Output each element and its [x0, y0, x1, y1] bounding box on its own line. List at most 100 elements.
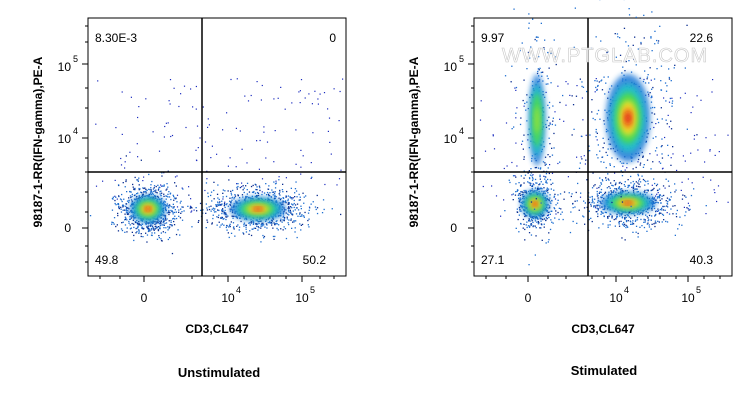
event-dot: [639, 162, 642, 164]
event-dot: [588, 218, 590, 221]
event-dot: [591, 195, 593, 198]
event-dot: [665, 119, 667, 121]
event-dot: [139, 188, 141, 190]
event-dot: [650, 219, 652, 221]
event-dot: [159, 226, 161, 228]
event-dot: [288, 209, 290, 211]
event-dot: [704, 161, 706, 163]
event-dot: [157, 184, 159, 186]
event-dot: [117, 184, 120, 186]
event-dot: [709, 150, 711, 152]
event-dot: [164, 216, 166, 218]
event-dot: [132, 186, 134, 188]
event-dot: [241, 194, 244, 196]
event-dot: [537, 167, 540, 169]
event-dot: [181, 211, 183, 213]
event-dot: [656, 189, 659, 192]
event-dot: [579, 78, 581, 80]
event-dot: [549, 156, 551, 158]
event-dot: [537, 218, 539, 220]
event-dot: [544, 162, 546, 164]
event-dot: [205, 212, 207, 214]
event-dot: [230, 192, 232, 194]
event-dot: [288, 223, 290, 226]
event-dot: [133, 198, 136, 200]
event-dot: [258, 185, 261, 187]
event-dot: [120, 199, 123, 201]
event-dot: [522, 99, 524, 102]
event-dot: [219, 217, 222, 219]
event-dot: [514, 175, 516, 177]
event-dot: [541, 188, 543, 190]
event-dot: [128, 197, 130, 199]
event-dot: [166, 212, 168, 214]
event-dot: [520, 184, 522, 186]
event-dot: [222, 189, 224, 191]
event-dot: [145, 223, 147, 226]
event-dot: [234, 235, 236, 237]
event-dot: [644, 82, 647, 84]
event-dot: [519, 199, 521, 201]
event-dot: [599, 118, 601, 120]
event-dot: [611, 217, 613, 219]
event-dot: [133, 188, 135, 190]
event-dot: [137, 229, 140, 231]
event-dot: [542, 161, 545, 163]
event-dot: [138, 106, 140, 108]
event-dot: [243, 233, 245, 235]
event-dot: [227, 232, 229, 234]
event-dot: [598, 192, 600, 194]
event-dot: [588, 210, 590, 212]
event-dot: [221, 217, 223, 219]
event-dot: [128, 200, 130, 202]
event-dot: [137, 116, 139, 119]
event-dot: [515, 86, 518, 89]
event-dot: [546, 75, 548, 77]
event-dot: [693, 138, 695, 140]
event-dot: [639, 181, 642, 183]
event-dot: [705, 213, 707, 215]
event-dot: [670, 164, 672, 166]
event-dot: [224, 212, 226, 214]
event-dot: [245, 224, 247, 226]
event-dot: [705, 205, 707, 207]
x-tick-exponent: 5: [310, 285, 315, 295]
event-dot: [524, 213, 526, 216]
event-dot: [180, 200, 182, 202]
event-dot: [525, 189, 527, 192]
event-dot: [601, 179, 603, 181]
event-dot: [658, 213, 660, 215]
event-dot: [677, 228, 679, 230]
event-dot: [286, 190, 288, 193]
event-dot: [270, 221, 273, 224]
event-dot: [278, 224, 280, 226]
event-dot: [127, 210, 129, 212]
event-dot: [653, 113, 656, 115]
event-dot: [265, 157, 267, 159]
event-dot: [513, 126, 515, 128]
event-dot: [549, 197, 551, 199]
event-dot: [607, 97, 609, 99]
event-dot: [542, 71, 544, 73]
event-dot: [285, 177, 287, 179]
event-dot: [169, 103, 171, 105]
event-dot: [153, 228, 156, 230]
event-dot: [314, 90, 316, 92]
event-dot: [149, 189, 151, 191]
event-dot: [130, 227, 132, 229]
event-dot: [624, 214, 626, 217]
chart-stimulated: 98187-1-RR(IFN-gamma),PE-A WWW.PTGLAB.CO…: [407, 0, 733, 378]
event-dot: [714, 154, 716, 156]
x-tick-base: 10: [295, 291, 309, 305]
event-dot: [549, 207, 551, 209]
event-dot: [149, 229, 151, 231]
event-dot: [121, 133, 123, 135]
event-dot: [157, 222, 159, 224]
event-dot: [171, 206, 173, 208]
event-dot: [651, 96, 653, 98]
event-dot: [537, 223, 539, 225]
event-dot: [651, 184, 653, 186]
event-dot: [254, 183, 256, 185]
event-dot: [516, 208, 518, 210]
event-dot: [217, 216, 219, 219]
